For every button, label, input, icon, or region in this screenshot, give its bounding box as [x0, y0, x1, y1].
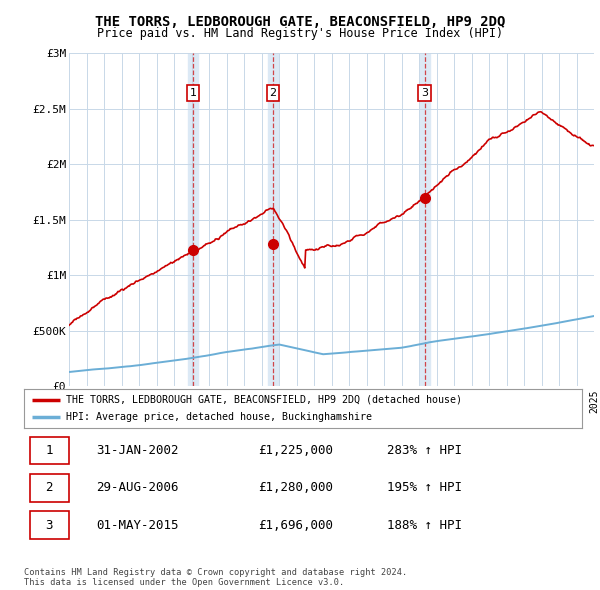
Text: 195% ↑ HPI: 195% ↑ HPI	[387, 481, 462, 494]
Text: HPI: Average price, detached house, Buckinghamshire: HPI: Average price, detached house, Buck…	[66, 412, 372, 422]
Text: 1: 1	[46, 444, 53, 457]
Text: 188% ↑ HPI: 188% ↑ HPI	[387, 519, 462, 532]
Text: 01-MAY-2015: 01-MAY-2015	[97, 519, 179, 532]
Text: Contains HM Land Registry data © Crown copyright and database right 2024.
This d: Contains HM Land Registry data © Crown c…	[24, 568, 407, 587]
Text: 3: 3	[421, 88, 428, 98]
Text: THE TORRS, LEDBOROUGH GATE, BEACONSFIELD, HP9 2DQ: THE TORRS, LEDBOROUGH GATE, BEACONSFIELD…	[95, 15, 505, 29]
FancyBboxPatch shape	[29, 437, 68, 464]
Text: 29-AUG-2006: 29-AUG-2006	[97, 481, 179, 494]
Text: Price paid vs. HM Land Registry's House Price Index (HPI): Price paid vs. HM Land Registry's House …	[97, 27, 503, 40]
Text: 3: 3	[46, 519, 53, 532]
Bar	[188, 53, 198, 386]
Text: 1: 1	[190, 88, 196, 98]
Text: £1,696,000: £1,696,000	[259, 519, 334, 532]
Text: 283% ↑ HPI: 283% ↑ HPI	[387, 444, 462, 457]
Bar	[268, 53, 278, 386]
Bar	[419, 53, 430, 386]
Text: THE TORRS, LEDBOROUGH GATE, BEACONSFIELD, HP9 2DQ (detached house): THE TORRS, LEDBOROUGH GATE, BEACONSFIELD…	[66, 395, 462, 405]
FancyBboxPatch shape	[29, 474, 68, 502]
FancyBboxPatch shape	[29, 512, 68, 539]
Text: 31-JAN-2002: 31-JAN-2002	[97, 444, 179, 457]
Text: £1,280,000: £1,280,000	[259, 481, 334, 494]
Text: 2: 2	[46, 481, 53, 494]
Text: £1,225,000: £1,225,000	[259, 444, 334, 457]
Text: 2: 2	[269, 88, 277, 98]
